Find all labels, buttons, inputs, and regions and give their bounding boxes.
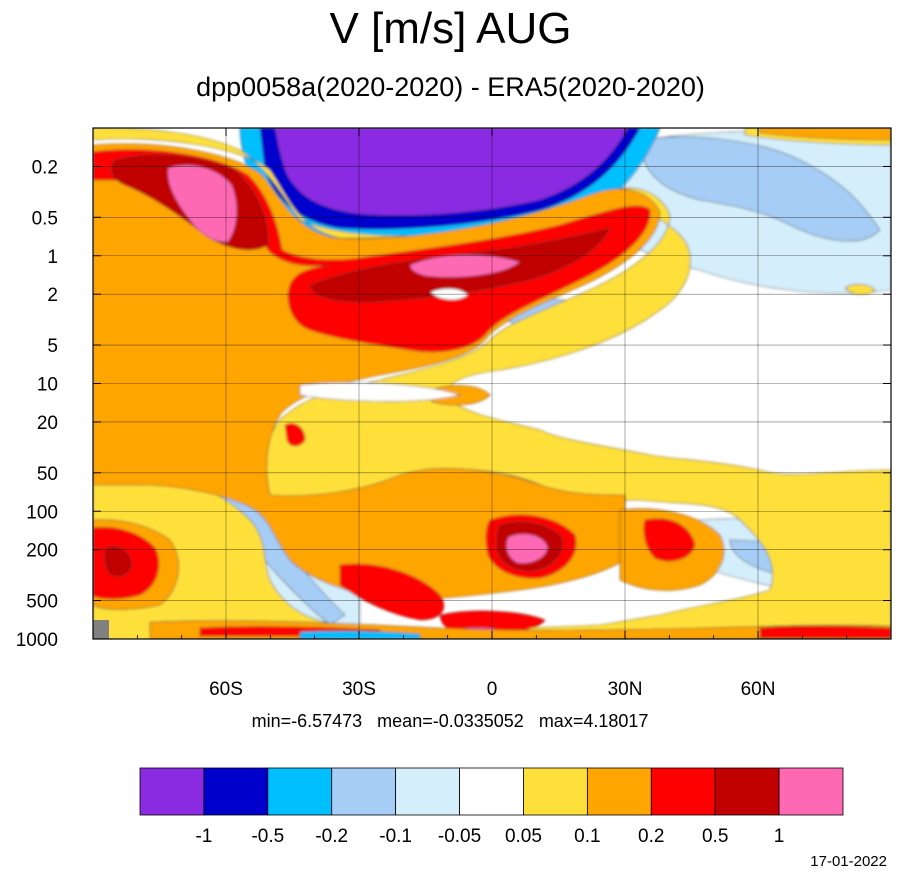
y-tick-label: 10 [37,375,58,396]
y-tick-label: 50 [37,464,58,485]
contour-surface-blue [299,630,421,639]
stat-max: max=4.18017 [538,711,649,731]
contour-fills [93,128,891,639]
colorbar-label: 0.2 [638,826,664,847]
x-tick-label: 30S [342,679,376,700]
y-tick-label: 0.2 [32,157,58,178]
y-tick-label: 1 [47,247,58,268]
plot-area [93,128,891,639]
contour-red-nh2 [643,518,696,562]
stats-line: min=-6.57473 mean=-0.0335052 max=4.18017 [0,709,901,733]
colorbar-swatch [395,767,460,816]
colorbar-swatch [778,767,844,816]
x-tick-label: 0 [487,679,498,700]
y-tick-label: 1000 [16,630,58,651]
contour-purple-top [274,128,629,216]
contour-yellow-nh-spot [844,284,876,295]
x-tick-label: 60N [741,679,776,700]
colorbar-label: -0.1 [379,826,412,847]
contour-surface-nh-red [759,625,891,639]
colorbar-label: -0.2 [315,826,348,847]
contour-darkred-sh-low [103,546,133,578]
colorbar: -1 -0.5 -0.2 -0.1 -0.05 0.05 0.1 0.2 0.5 1 [139,767,844,847]
y-tick-label: 100 [26,502,58,523]
y-tick-label: 2 [47,285,58,306]
colorbar-swatch [523,767,588,816]
y-tick-label: 500 [26,592,58,613]
y-tick-label: 0.5 [32,208,58,229]
colorbar-label: -0.05 [438,826,481,847]
stat-min: min=-6.57473 [251,711,363,731]
chart-subtitle: dpp0058a(2020-2020) - ERA5(2020-2020) [196,72,705,102]
colorbar-label: 0.1 [574,826,600,847]
missing-data-mask [93,620,109,639]
y-tick-label: 20 [37,413,58,434]
contour-red-spot-sh [284,423,306,447]
date-stamp: 17-01-2022 [810,853,887,870]
contour-white-pocket2 [299,382,462,402]
contour-pink-nh [506,533,549,564]
colorbar-swatch [203,767,269,816]
contour-pink-sh [167,164,238,243]
colorbar-swatch [331,767,397,816]
contour-midblue-nh-top [639,136,881,242]
colorbar-label: 0.5 [702,826,728,847]
colorbar-swatch [459,767,524,816]
y-tick-label: 5 [47,336,58,357]
x-tick-label: 30N [608,679,643,700]
contour-pink-eq [409,254,521,278]
x-tick-label: 60S [209,679,243,700]
chart-title: V [m/s] AUG [329,4,572,53]
contour-red-eq-low [339,563,445,621]
colorbar-label: 0.05 [505,826,542,847]
colorbar-swatch [586,767,652,816]
x-axis: 60S 30S 0 30N 60N [136,128,848,700]
colorbar-label: -0.5 [251,826,284,847]
stat-mean: mean=-0.0335052 [377,711,524,731]
colorbar-swatch [714,767,780,816]
colorbar-swatch [650,767,716,816]
y-tick-label: 200 [26,541,58,562]
colorbar-label: -1 [195,826,212,847]
colorbar-swatch [139,767,205,816]
colorbar-swatch [267,767,333,816]
y-axis: 0.2 0.5 1 2 5 10 20 50 100 200 500 1000 [16,157,891,651]
grid-lines [93,128,891,639]
colorbar-label: 1 [774,826,785,847]
